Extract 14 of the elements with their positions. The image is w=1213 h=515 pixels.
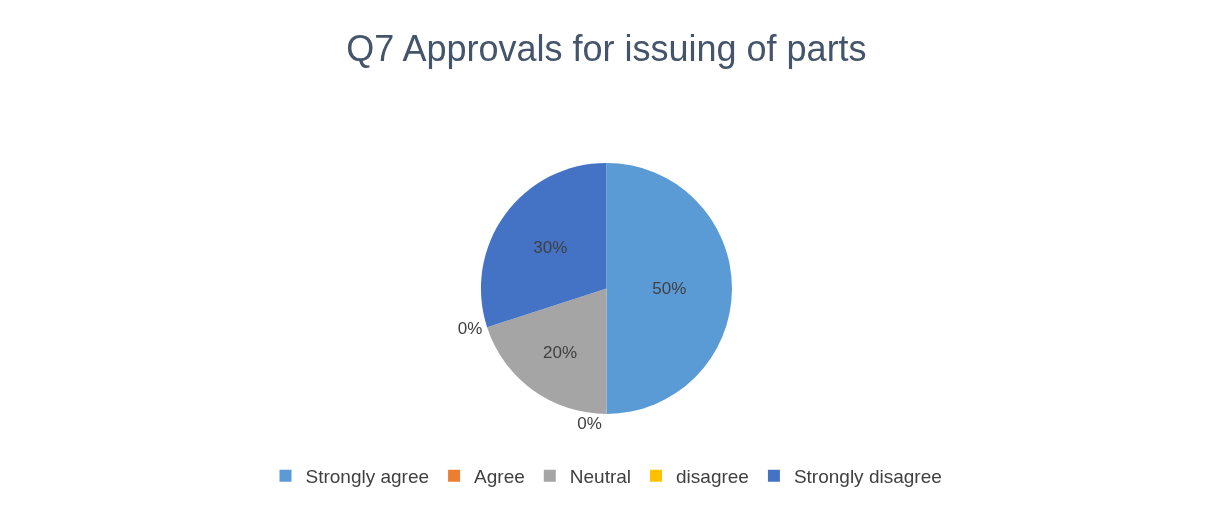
pie-slice [487,288,607,414]
text: 0% [457,318,483,338]
pie-slice [481,162,607,328]
chart-title: Q7 Approvals for issuing of parts [346,28,867,70]
text: 0% [577,414,602,433]
legend-label: disagree [676,466,749,488]
data-label: 50% [652,278,687,298]
legend-label: Strongly disagree [793,466,942,488]
legend-label: Agree [474,466,525,488]
legend-label: Neutral [569,466,632,488]
data-label: 20% [543,342,578,362]
data-label: 30% [533,238,568,258]
pie-slice [606,162,732,414]
legend-label: Strongly agree [305,466,430,488]
